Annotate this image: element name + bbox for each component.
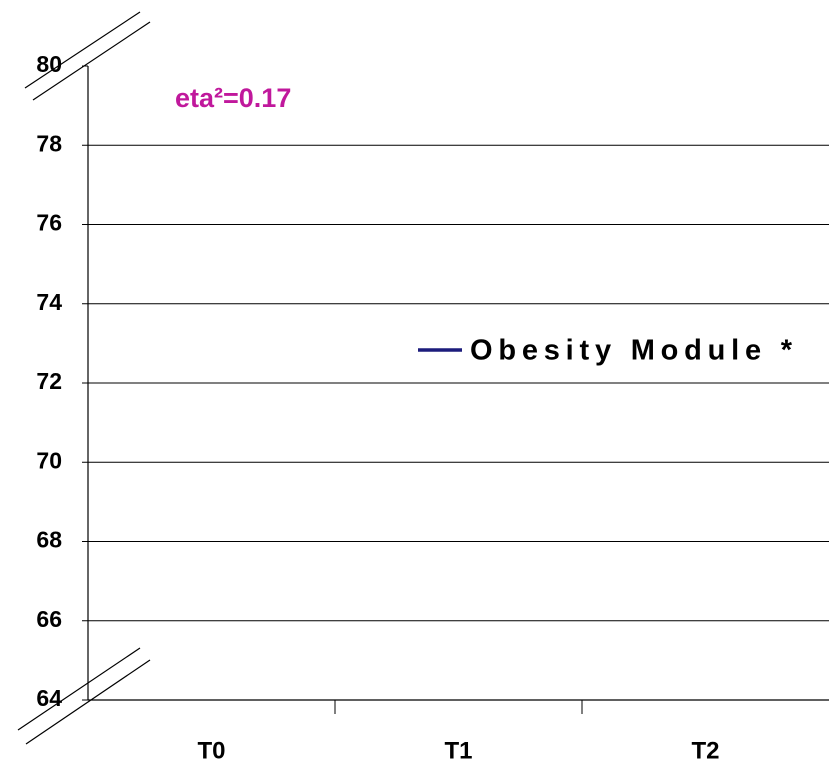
x-tick-label: T1 xyxy=(444,737,472,764)
x-tick-label: T0 xyxy=(197,737,225,764)
y-tick-label: 64 xyxy=(36,685,62,711)
axis-break-marks xyxy=(17,11,151,745)
y-tick-label: 80 xyxy=(36,51,62,77)
x-tick-label: T2 xyxy=(691,737,719,764)
annotation: eta²=0.17 xyxy=(175,83,291,113)
break-mark xyxy=(32,21,151,101)
y-tick-label: 68 xyxy=(36,527,62,553)
y-tick-label: 70 xyxy=(36,447,62,473)
y-tick-label: 72 xyxy=(36,368,62,394)
y-tick-label: 74 xyxy=(36,289,62,315)
break-mark xyxy=(24,11,141,89)
break-mark xyxy=(25,659,151,745)
y-tick-label: 78 xyxy=(36,130,62,156)
y-tick-label: 76 xyxy=(36,210,62,236)
legend-label: Obesity Module * xyxy=(470,335,793,367)
break-mark xyxy=(17,647,141,731)
y-tick-label: 66 xyxy=(36,606,62,632)
